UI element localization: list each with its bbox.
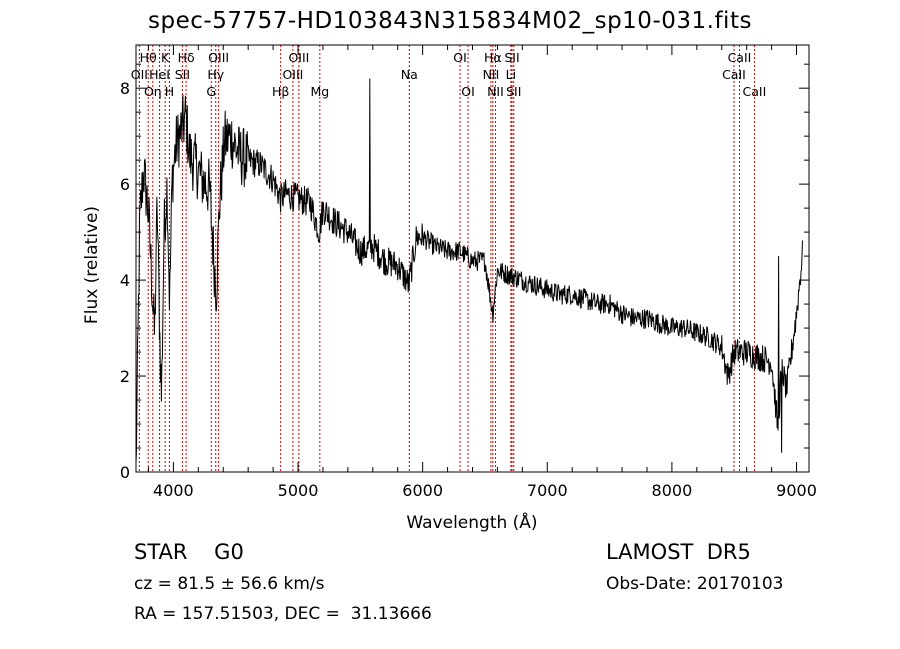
line-label: SII [175,67,190,82]
line-labels: Hθ K Hδ OII HeI SII OIII Hγ G OIII OIII Hβ Mg Na OI OI H… [131,50,767,99]
line-label: Hβ [272,84,289,99]
line-label: K [161,50,170,65]
line-label: SII [506,84,521,99]
line-label: Mg [310,84,329,99]
line-label: OIII [282,67,303,82]
y-tick-label: 6 [120,175,130,194]
line-label: H [165,84,174,99]
y-axis-label: Flux (relative) [82,206,102,324]
x-tick-label: 8000 [652,481,693,500]
line-label: CaII [722,67,746,82]
line-label: G [206,84,216,99]
line-label: CaII [728,50,752,65]
y-tick-label: 0 [120,463,130,482]
line-label: Hθ [140,50,157,65]
line-label: Hδ [178,50,195,65]
line-label: OI [453,50,467,65]
line-label: Hα [484,50,502,65]
line-label: Oη [144,84,162,99]
line-label: HeI [149,67,170,82]
x-tick-label: 9000 [776,481,817,500]
observation-date: Obs-Date: 20170103 [606,574,784,594]
y-tick-label: 8 [120,79,130,98]
line-label: OI [461,84,475,99]
line-label: NII [487,84,504,99]
object-class: STAR G0 [134,540,244,564]
y-tick-label: 4 [120,271,130,290]
line-label: Li [506,67,516,82]
survey-name: LAMOST DR5 [606,540,751,564]
redshift-velocity: cz = 81.5 ± 56.6 km/s [134,574,325,594]
tick-labels: 4000 5000 6000 7000 8000 9000 0 2 4 6 8 [120,79,817,500]
line-label: OII [131,67,148,82]
line-label: OIII [288,50,309,65]
line-label: OIII [208,50,229,65]
line-label: CaII [743,84,767,99]
line-label: SII [504,50,519,65]
y-tick-label: 2 [120,367,130,386]
x-axis-label: Wavelength (Å) [406,511,537,533]
x-tick-label: 6000 [402,481,443,500]
line-label: Hγ [207,67,224,82]
x-tick-label: 4000 [153,481,194,500]
x-tick-label: 5000 [278,481,319,500]
axes [135,44,810,473]
spectrum-line [135,78,803,463]
line-label: Na [401,67,418,82]
coordinates: RA = 157.51503, DEC = 31.13666 [134,604,432,624]
chart-title: spec-57757-HD103843N315834M02_sp10-031.f… [148,8,752,34]
spectrum-series [135,78,803,463]
x-tick-label: 7000 [527,481,568,500]
line-label: NII [483,67,500,82]
